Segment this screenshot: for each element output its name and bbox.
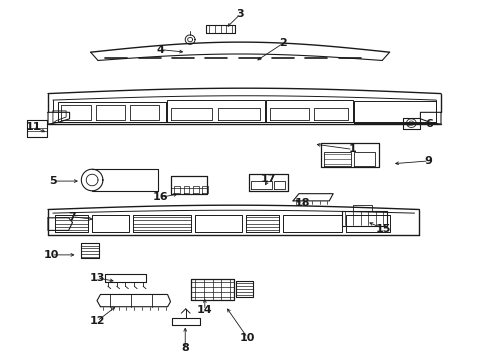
Text: 14: 14	[197, 305, 213, 315]
Text: 3: 3	[236, 9, 244, 19]
Text: 13: 13	[89, 273, 105, 283]
Text: 8: 8	[181, 343, 189, 354]
Text: 5: 5	[49, 176, 57, 186]
Text: 6: 6	[425, 119, 433, 129]
Text: 18: 18	[295, 198, 311, 208]
Text: 10: 10	[44, 250, 59, 260]
Text: 17: 17	[261, 174, 276, 184]
Text: 16: 16	[153, 192, 169, 202]
Text: 15: 15	[375, 224, 391, 234]
Text: 12: 12	[89, 316, 105, 326]
Text: 4: 4	[157, 45, 165, 55]
Text: 9: 9	[425, 156, 433, 166]
Text: 7: 7	[69, 212, 76, 222]
Text: 1: 1	[349, 144, 357, 154]
Text: 2: 2	[279, 38, 287, 48]
Text: 10: 10	[240, 333, 255, 343]
Text: 11: 11	[25, 122, 41, 132]
